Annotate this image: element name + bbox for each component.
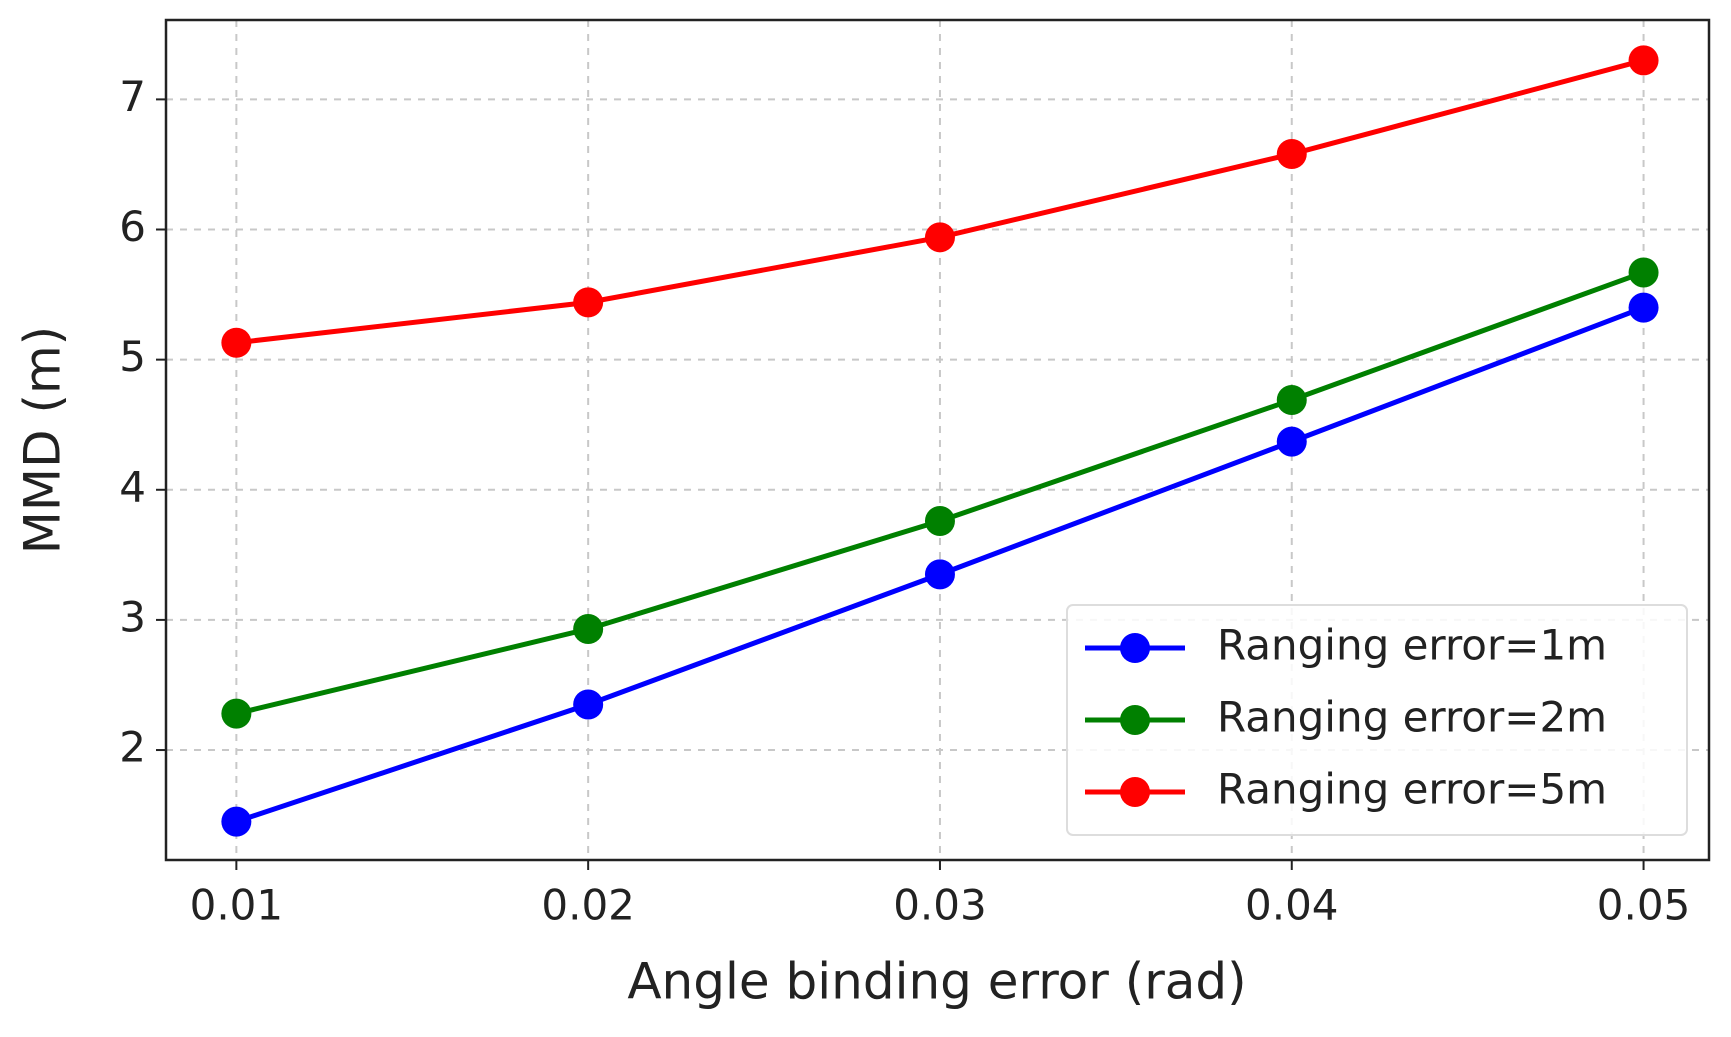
data-point	[924, 559, 955, 590]
data-point	[573, 689, 604, 720]
data-point	[924, 222, 955, 253]
data-point	[221, 698, 252, 729]
data-point	[924, 506, 955, 537]
y-tick-label: 6	[119, 202, 146, 251]
y-tick-label: 5	[119, 332, 146, 381]
x-tick-label: 0.04	[1245, 881, 1339, 930]
y-axis-label: MMD (m)	[14, 326, 72, 554]
data-point	[573, 614, 604, 645]
legend-marker	[1120, 705, 1150, 735]
data-point	[1628, 257, 1659, 288]
data-point	[1276, 384, 1307, 415]
x-tick-label: 0.05	[1597, 881, 1691, 930]
x-tick-label: 0.02	[541, 881, 635, 930]
y-tick-label: 2	[119, 723, 146, 772]
x-axis-label: Angle binding error (rad)	[627, 953, 1246, 1011]
x-tick-label: 0.03	[893, 881, 987, 930]
y-tick-label: 7	[119, 72, 146, 121]
legend: Ranging error=1m Ranging error=2m Ranging …	[1066, 604, 1688, 836]
legend-marker	[1120, 777, 1150, 807]
y-tick-label: 3	[119, 592, 146, 641]
legend-label: Ranging error=5m	[1217, 765, 1607, 814]
x-tick-label: 0.01	[190, 881, 284, 930]
data-point	[1276, 139, 1307, 170]
plot-frame	[164, 18, 1711, 862]
data-point	[221, 806, 252, 837]
legend-box	[1066, 604, 1688, 836]
data-point	[1276, 426, 1307, 457]
legend-label: Ranging error=2m	[1217, 693, 1607, 742]
legend-label: Ranging error=1m	[1217, 621, 1607, 670]
data-point	[1628, 45, 1659, 76]
legend-marker	[1120, 633, 1150, 663]
y-tick-label: 4	[119, 462, 146, 511]
data-point	[221, 327, 252, 358]
data-point	[573, 287, 604, 318]
data-point	[1628, 292, 1659, 323]
